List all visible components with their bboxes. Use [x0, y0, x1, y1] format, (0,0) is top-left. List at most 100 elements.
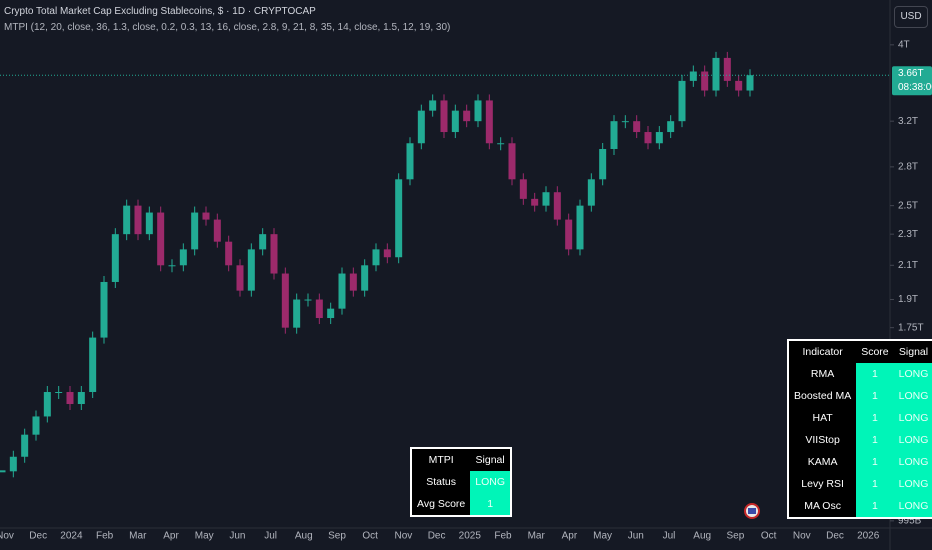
x-tick-label: 2025 [459, 531, 482, 542]
table-cell: LONG [893, 495, 932, 518]
candle [712, 57, 720, 91]
y-tick-label: 1.75T [898, 322, 924, 333]
candle [43, 392, 51, 417]
candle [157, 212, 165, 266]
candle [519, 179, 527, 199]
candle [100, 281, 108, 338]
y-tick-label: 4T [898, 39, 910, 50]
x-tick-label: Sep [328, 531, 346, 542]
candle [202, 212, 210, 220]
candle [168, 265, 176, 267]
table-cell: LONG [893, 429, 932, 451]
candle [66, 392, 74, 405]
candle [304, 299, 312, 301]
x-tick-label: May [593, 531, 612, 542]
candle [281, 273, 289, 328]
candle [338, 273, 346, 309]
x-tick-label: 2024 [60, 531, 83, 542]
table-cell: RMA [810, 368, 835, 380]
x-tick-label: Aug [295, 531, 313, 542]
event-icon [748, 508, 756, 514]
x-tick-label: Jun [229, 531, 245, 542]
table-cell: 1 [856, 363, 894, 385]
currency-button[interactable]: USD [894, 6, 928, 28]
candle [55, 392, 63, 394]
x-tick-label: 2026 [857, 531, 880, 542]
last-price-box [892, 66, 932, 96]
candle [315, 299, 323, 319]
candle [225, 241, 233, 266]
x-tick-label: Aug [693, 531, 711, 542]
x-tick-label: Mar [528, 531, 546, 542]
candle [327, 308, 335, 319]
candle [383, 249, 391, 258]
table-row: RMA 1 LONG [788, 363, 932, 385]
candle [111, 234, 119, 282]
candle [565, 219, 573, 250]
candle [599, 149, 607, 180]
table-row: MA Osc 1 LONG [788, 495, 932, 518]
x-tick-label: Jul [264, 531, 277, 542]
candle [542, 192, 550, 206]
table-cell: LONG [893, 363, 932, 385]
candle [633, 121, 641, 133]
candle [497, 143, 505, 145]
candle [621, 121, 629, 123]
candle [587, 179, 595, 206]
y-tick-label: 995B [898, 515, 922, 526]
candle [644, 132, 652, 144]
table-cell: Signal [475, 454, 505, 466]
candle [508, 143, 516, 180]
candle [451, 110, 459, 133]
candle [531, 198, 539, 206]
table-cell: 1 [856, 473, 894, 495]
table-row: Avg Score 1 [411, 493, 512, 516]
candle [145, 212, 153, 235]
candle [463, 110, 471, 122]
y-tick-label: 2.8T [898, 162, 918, 173]
table-row: Indicator Score Signal [788, 340, 932, 363]
candle [485, 100, 493, 144]
x-tick-label: Apr [163, 531, 179, 542]
candle [746, 75, 754, 91]
candle [0, 470, 6, 473]
table-cell: Status [426, 476, 457, 488]
x-tick-label: Jul [663, 531, 676, 542]
candle [259, 234, 267, 250]
table-cell: LONG [893, 451, 932, 473]
candle [610, 121, 618, 150]
candle [293, 299, 301, 328]
candle [395, 179, 403, 258]
candle [417, 110, 425, 144]
signal-table: MTPI Signal Status LONG Avg Score 1 [410, 447, 513, 517]
table-cell: HAT [812, 412, 833, 424]
table-cell: Indicator [802, 346, 843, 358]
candle [440, 100, 448, 133]
candle [32, 416, 40, 435]
candle [553, 192, 561, 220]
table-cell: LONG [893, 473, 932, 495]
candle [213, 219, 221, 242]
candle [247, 249, 255, 291]
table-cell: 1 [856, 495, 894, 518]
x-tick-label: Nov [793, 531, 811, 542]
candle [349, 273, 357, 291]
table-cell: MA Osc [804, 500, 841, 512]
x-tick-label: Jun [628, 531, 644, 542]
table-cell: Boosted MA [794, 390, 852, 402]
table-cell: 1 [856, 385, 894, 407]
candle [179, 249, 187, 266]
table-row: HAT 1 LONG [788, 407, 932, 429]
candle [655, 132, 663, 144]
table-cell: 1 [856, 407, 894, 429]
x-tick-label: Nov [395, 531, 413, 542]
table-row: KAMA 1 LONG [788, 451, 932, 473]
chart-title: Crypto Total Market Cap Excluding Stable… [4, 6, 316, 17]
table-cell: LONG [470, 471, 512, 493]
candle [406, 143, 414, 180]
indicator-label[interactable]: MTPI (12, 20, close, 36, 1.3, close, 0.2… [4, 22, 451, 33]
x-tick-label: Oct [362, 531, 378, 542]
table-cell: 1 [856, 451, 894, 473]
candle [735, 80, 743, 91]
table-cell: MTPI [428, 454, 454, 466]
